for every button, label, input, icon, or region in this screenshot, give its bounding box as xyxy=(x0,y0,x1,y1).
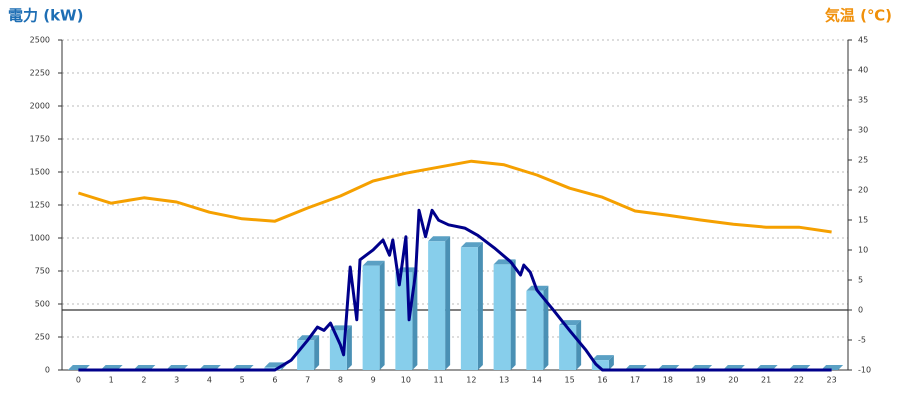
bar-side xyxy=(608,355,614,370)
y-tick-label: 1250 xyxy=(30,201,50,210)
y-tick-label: 2500 xyxy=(30,36,50,45)
y2-tick-label: -10 xyxy=(858,366,871,375)
y2-tick-label: 40 xyxy=(858,66,868,75)
x-tick-label: 0 xyxy=(76,376,81,385)
y2-tick-label: 10 xyxy=(858,246,868,255)
x-tick-label: 19 xyxy=(696,376,706,385)
bar xyxy=(395,272,413,370)
x-tick-label: 17 xyxy=(630,376,640,385)
x-tick-label: 15 xyxy=(565,376,575,385)
x-tick-label: 4 xyxy=(207,376,212,385)
y-tick-label: 0 xyxy=(45,366,50,375)
x-tick-label: 13 xyxy=(499,376,509,385)
bar xyxy=(591,360,609,370)
x-tick-label: 1 xyxy=(109,376,114,385)
bar xyxy=(428,241,446,370)
x-tick-label: 11 xyxy=(434,376,444,385)
y2-tick-label: 45 xyxy=(858,36,868,45)
bar xyxy=(526,290,544,370)
x-tick-label: 23 xyxy=(827,376,837,385)
bar xyxy=(559,325,577,370)
bar-top xyxy=(591,355,614,361)
bar-top xyxy=(362,260,385,266)
y2-tick-label: 30 xyxy=(858,126,868,135)
x-tick-label: 20 xyxy=(728,376,738,385)
x-tick-label: 5 xyxy=(240,376,245,385)
y2-tick-label: 0 xyxy=(858,306,863,315)
x-tick-label: 6 xyxy=(272,376,277,385)
bar-side xyxy=(543,285,549,370)
y-tick-label: 750 xyxy=(35,267,50,276)
bar-side xyxy=(576,320,582,370)
x-tick-label: 22 xyxy=(794,376,804,385)
y-tick-label: 2250 xyxy=(30,69,50,78)
chart-title: 電力 (kW) xyxy=(8,7,83,25)
x-tick-label: 14 xyxy=(532,376,542,385)
bar xyxy=(493,264,511,370)
y-tick-label: 1500 xyxy=(30,168,50,177)
y-tick-label: 1750 xyxy=(30,135,50,144)
y2-axis-title: 気温 (℃) xyxy=(825,7,892,25)
x-tick-label: 12 xyxy=(466,376,476,385)
y2-tick-label: 35 xyxy=(858,96,868,105)
x-tick-label: 16 xyxy=(597,376,607,385)
y-tick-label: 250 xyxy=(35,333,50,342)
y2-tick-label: -5 xyxy=(858,336,866,345)
y-tick-label: 1000 xyxy=(30,234,50,243)
x-tick-label: 8 xyxy=(338,376,343,385)
bar-side xyxy=(314,335,320,370)
y2-tick-label: 25 xyxy=(858,156,868,165)
line xyxy=(77,159,832,234)
line xyxy=(78,208,832,372)
bar-top xyxy=(428,236,451,242)
y2-tick-label: 20 xyxy=(858,186,868,195)
bar-side xyxy=(379,260,385,370)
y-tick-label: 2000 xyxy=(30,102,50,111)
x-tick-label: 9 xyxy=(371,376,376,385)
x-tick-label: 21 xyxy=(761,376,771,385)
x-tick-label: 3 xyxy=(174,376,179,385)
bar-side xyxy=(346,325,352,370)
bar xyxy=(460,247,478,370)
bar-top xyxy=(460,242,483,248)
bar-side xyxy=(510,259,516,370)
bar xyxy=(362,265,380,370)
bar xyxy=(329,330,347,370)
y2-tick-label: 5 xyxy=(858,276,863,285)
x-tick-label: 18 xyxy=(663,376,673,385)
bar-side xyxy=(477,242,483,370)
x-tick-label: 7 xyxy=(305,376,310,385)
y2-tick-label: 15 xyxy=(858,216,868,225)
x-tick-label: 2 xyxy=(141,376,146,385)
bar-side xyxy=(445,236,451,370)
x-tick-label: 10 xyxy=(401,376,411,385)
y-tick-label: 500 xyxy=(35,300,50,309)
